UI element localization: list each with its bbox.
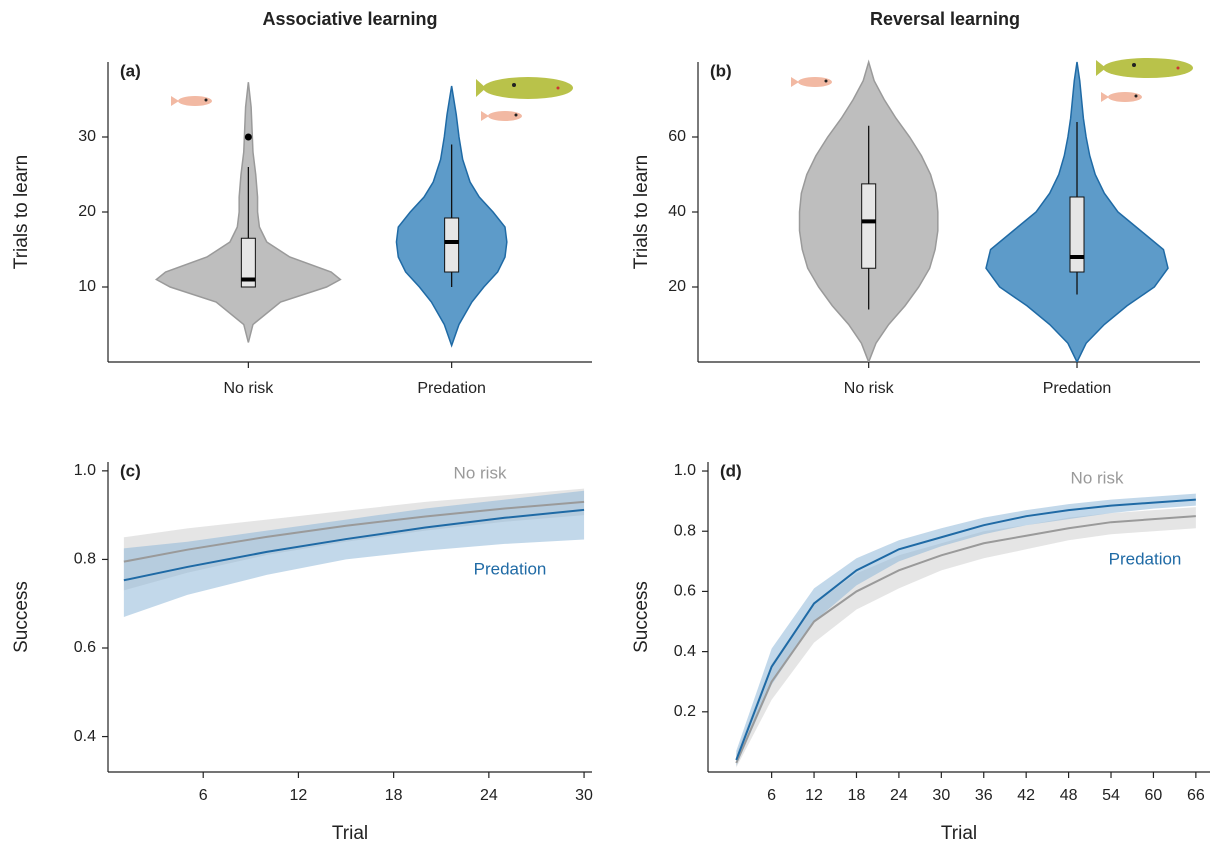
panel-label: (b) xyxy=(710,61,732,80)
y-tick-label: 20 xyxy=(78,203,96,220)
y-tick-label: 0.8 xyxy=(674,522,696,539)
y-tick-label: 40 xyxy=(668,203,686,220)
confidence-band xyxy=(736,493,1196,766)
panel-label: (a) xyxy=(120,61,141,80)
y-tick-label: 10 xyxy=(78,278,96,295)
y-tick-label: 1.0 xyxy=(74,462,96,479)
x-tick-label: 42 xyxy=(1017,787,1035,804)
x-axis-title: Trial xyxy=(332,823,368,844)
y-tick-label: 0.6 xyxy=(74,639,96,656)
panel-title: Reversal learning xyxy=(870,9,1020,29)
y-tick-label: 30 xyxy=(78,128,96,145)
x-tick-label: 60 xyxy=(1145,787,1163,804)
panel: Associative learning (a) Trials to learn 10… xyxy=(11,9,592,397)
x-tick-label: Predation xyxy=(417,380,486,397)
y-axis-title: Success xyxy=(11,581,32,653)
box xyxy=(240,237,256,288)
fish-icon xyxy=(171,96,212,106)
line xyxy=(123,500,585,563)
series-annotation: No risk xyxy=(454,463,507,482)
box xyxy=(444,217,460,273)
panel-label: (c) xyxy=(120,461,141,480)
x-tick-label: 36 xyxy=(975,787,993,804)
y-axis-title: Trials to learn xyxy=(631,155,652,269)
fish-icon xyxy=(1096,58,1193,78)
y-tick-label: 1.0 xyxy=(674,462,696,479)
y-axis-title: Trials to learn xyxy=(11,155,32,269)
fish-icon xyxy=(1101,92,1142,102)
x-tick-label: 24 xyxy=(480,787,498,804)
x-tick-label: 12 xyxy=(290,787,308,804)
series-annotation: Predation xyxy=(1109,549,1182,568)
y-tick-label: 0.4 xyxy=(74,728,96,745)
x-tick-label: 18 xyxy=(848,787,866,804)
x-tick-label: 66 xyxy=(1187,787,1205,804)
panel-label: (d) xyxy=(720,461,742,480)
x-tick-label: 48 xyxy=(1060,787,1078,804)
y-tick-label: 0.8 xyxy=(74,551,96,568)
x-axis-title: Trial xyxy=(941,823,977,844)
series-annotation: Predation xyxy=(474,559,547,578)
series-annotation: No risk xyxy=(1071,468,1124,487)
panel: Reversal learning (b) Trials to learn 20 40 6… xyxy=(631,9,1200,397)
y-axis-title: Success xyxy=(631,581,652,653)
panel-title: Associative learning xyxy=(262,9,437,29)
line xyxy=(735,515,1196,764)
line xyxy=(123,508,585,582)
y-tick-label: 0.6 xyxy=(674,583,696,600)
x-tick-label: No risk xyxy=(223,380,274,397)
y-tick-label: 0.4 xyxy=(674,643,696,660)
x-tick-label: 6 xyxy=(199,787,208,804)
line xyxy=(735,498,1196,761)
confidence-band xyxy=(123,490,585,617)
fish-icons xyxy=(171,58,1193,121)
x-tick-label: 30 xyxy=(575,787,593,804)
box xyxy=(1069,196,1085,273)
y-tick-label: 60 xyxy=(668,128,686,145)
panel: (c) Success 0.4 0.6 0.8 1.0 6 12 18 24 30 Trial No r… xyxy=(11,461,593,844)
x-tick-label: 12 xyxy=(805,787,823,804)
fish-icon xyxy=(481,111,522,121)
x-tick-label: 24 xyxy=(890,787,908,804)
fish-icon xyxy=(791,77,832,87)
box xyxy=(861,183,877,269)
x-tick-label: 6 xyxy=(767,787,776,804)
fish-icon xyxy=(476,77,573,99)
outlier xyxy=(244,133,252,141)
x-tick-label: Predation xyxy=(1043,380,1112,397)
x-tick-label: 18 xyxy=(385,787,403,804)
y-tick-label: 0.2 xyxy=(674,703,696,720)
confidence-band xyxy=(736,507,1196,768)
x-tick-label: 54 xyxy=(1102,787,1120,804)
x-tick-label: No risk xyxy=(844,380,895,397)
panel: (d) Success 0.2 0.4 0.6 0.8 1.0 6 12 18 24 30 36 42 48… xyxy=(631,461,1210,844)
y-tick-label: 20 xyxy=(668,278,686,295)
x-tick-label: 30 xyxy=(932,787,950,804)
